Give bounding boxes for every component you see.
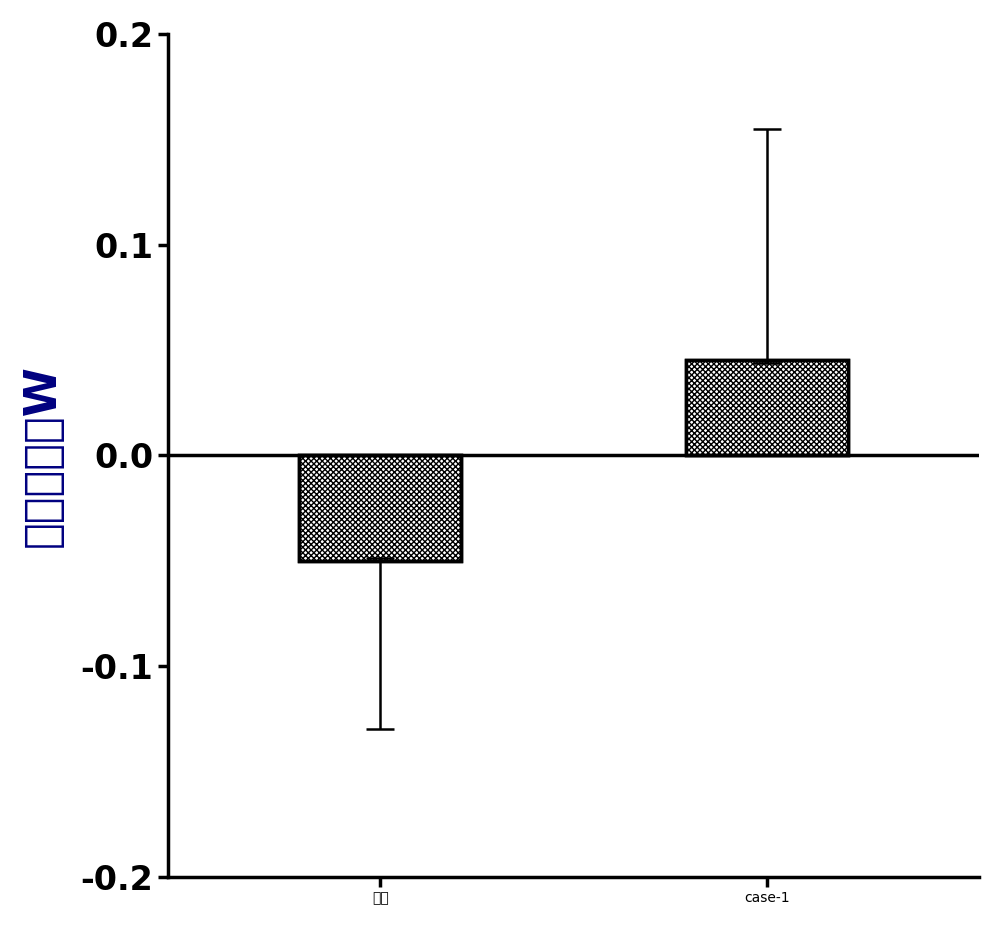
Y-axis label: 保湿系数，W: 保湿系数，W	[21, 364, 64, 546]
Bar	[686, 360, 848, 456]
Bar	[686, 360, 848, 456]
Bar	[299, 456, 461, 560]
Bar	[299, 456, 461, 560]
